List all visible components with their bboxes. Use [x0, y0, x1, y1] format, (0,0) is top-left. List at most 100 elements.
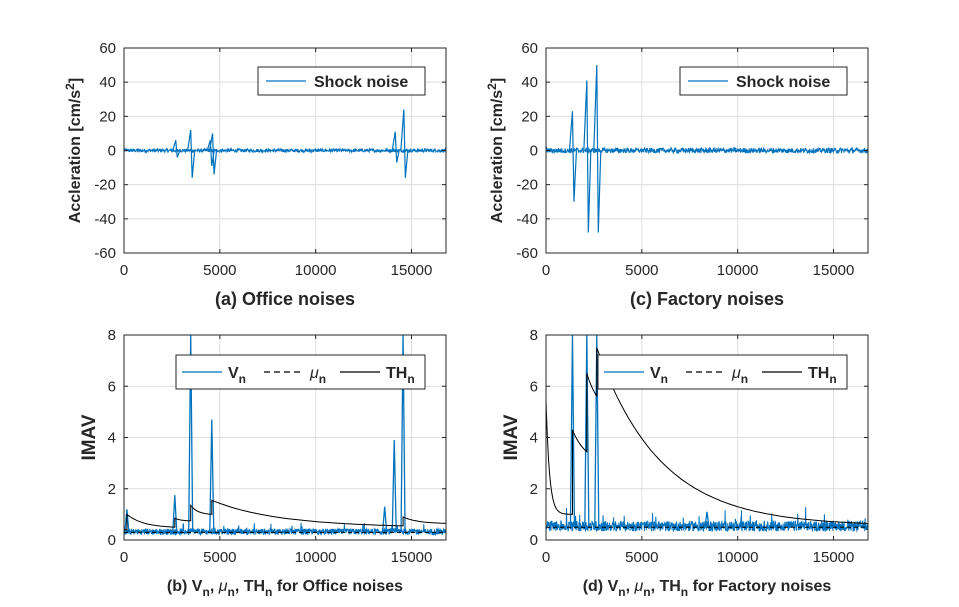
- x-tick-label: 15000: [391, 262, 433, 279]
- caption-sub: n: [618, 585, 625, 599]
- y-axis-label: IMAV: [79, 414, 100, 460]
- data-layer: [124, 335, 446, 537]
- v-spike: [209, 419, 215, 533]
- caption-text: (b) V: [167, 578, 203, 595]
- x-tick-label: 5000: [203, 549, 236, 566]
- y-tick-label: 8: [108, 327, 116, 344]
- y-tick-label: 60: [521, 40, 538, 57]
- y-tick-label: 4: [530, 430, 538, 447]
- x-tick-label: 0: [120, 549, 128, 566]
- data-layer: [546, 335, 868, 533]
- panel-office-acceleration: 0 5000 10000 15000 -60 -40 -20 0 20 40 60 Acclerati…: [63, 40, 447, 309]
- legend-label: Shock noise: [314, 74, 408, 91]
- v-spike: [400, 335, 406, 533]
- y-tick-label: -60: [516, 245, 538, 262]
- caption-sub: n: [265, 585, 272, 599]
- x-tick-label: 10000: [295, 262, 337, 279]
- y-tick-label: 6: [108, 378, 116, 395]
- legend-label: THn: [808, 365, 837, 386]
- legend-label-text: TH: [386, 365, 407, 382]
- y-tick-label: 0: [530, 143, 538, 160]
- shock-spike: [187, 129, 196, 178]
- y-axis-label-sup: 2: [485, 83, 499, 90]
- legend-box: [679, 66, 848, 96]
- shock-spike: [400, 109, 409, 178]
- y-tick-label: 8: [530, 327, 538, 344]
- caption-sub: n: [227, 585, 234, 599]
- caption-sub: n: [643, 585, 650, 599]
- shock-spike: [172, 140, 181, 158]
- caption-text: (a) Office noises: [215, 289, 355, 309]
- y-tick-label: -20: [516, 177, 538, 194]
- y-tick-label: 60: [99, 40, 116, 57]
- caption-sub: n: [681, 585, 688, 599]
- legend-label-sub: n: [741, 372, 748, 386]
- caption-text: (c) Factory noises: [630, 289, 784, 309]
- x-tick-label: 5000: [625, 549, 658, 566]
- y-axis-label-sup: 2: [63, 83, 77, 90]
- legend-label: Shock noise: [736, 74, 830, 91]
- series-shock-noise-line: [546, 146, 868, 155]
- y-tick-label: 0: [108, 143, 116, 160]
- v-spike: [188, 335, 194, 533]
- caption-mu: μ: [633, 578, 643, 595]
- y-tick-label: 4: [108, 430, 116, 447]
- v-spike: [704, 511, 710, 528]
- panel-factory-acceleration: 0 5000 10000 15000 -60 -40 -20 0 20 40 60 Acclerati…: [485, 40, 869, 309]
- shock-spike: [583, 80, 592, 233]
- y-tick-label: 20: [521, 108, 538, 125]
- x-tick-label: 5000: [625, 262, 658, 279]
- shock-spike: [391, 131, 400, 163]
- y-axis-label: Accleration [cm/s2]: [485, 78, 506, 223]
- y-axis-label: IMAV: [501, 414, 522, 460]
- v-spike: [569, 335, 576, 528]
- v-spike: [594, 335, 600, 528]
- y-axis-label-end: ]: [67, 78, 84, 83]
- caption-text: ,: [210, 578, 219, 595]
- v-spike: [584, 335, 590, 528]
- legend-label-sub: n: [407, 372, 414, 386]
- caption-text: for Office noises: [272, 578, 403, 595]
- y-tick-label: -40: [94, 211, 116, 228]
- y-tick-label: 20: [99, 108, 116, 125]
- caption-text: , TH: [651, 578, 681, 595]
- legend-label-sub: n: [829, 372, 836, 386]
- y-tick-label: 40: [521, 74, 538, 91]
- y-tick-label: 0: [530, 532, 538, 549]
- legend: Vn μn THn: [175, 354, 426, 390]
- legend-label-sub: n: [319, 372, 326, 386]
- panel-caption: (d) Vn, μn, THn for Factory noises: [583, 578, 832, 599]
- x-tick-label: 5000: [203, 262, 236, 279]
- data-layer: [546, 65, 868, 233]
- caption-sub: n: [202, 585, 209, 599]
- y-tick-label: -60: [94, 245, 116, 262]
- y-axis-label-text: Accleration [cm/s: [67, 90, 84, 223]
- v-spike: [124, 509, 130, 533]
- x-tick-label: 0: [542, 549, 550, 566]
- shock-spike: [208, 133, 218, 175]
- panel-office-imav: 0 5000 10000 15000 0 2 4 6 8 IMAV (b) Vn, μn, THn …: [79, 327, 447, 599]
- data-layer: [124, 109, 446, 178]
- series-v-line: [546, 507, 868, 533]
- v-spike: [382, 506, 388, 533]
- legend-label-text: μ: [731, 365, 741, 382]
- y-axis-label: Accleration [cm/s2]: [63, 78, 84, 223]
- y-axis-label-text: IMAV: [501, 414, 522, 460]
- legend-label-text: μ: [309, 365, 319, 382]
- panel-caption: (c) Factory noises: [630, 289, 784, 309]
- caption-text: ,: [626, 578, 635, 595]
- legend: Shock noise: [257, 66, 426, 96]
- x-tick-label: 15000: [813, 549, 855, 566]
- y-tick-label: 40: [99, 74, 116, 91]
- legend-label-text: V: [650, 365, 661, 382]
- y-axis-label-text: Accleration [cm/s: [489, 90, 506, 223]
- caption-text: for Factory noises: [688, 578, 831, 595]
- x-tick-label: 10000: [717, 262, 759, 279]
- legend-label: μn: [309, 365, 326, 386]
- legend-label: THn: [386, 365, 415, 386]
- x-tick-label: 15000: [391, 549, 433, 566]
- x-tick-label: 10000: [295, 549, 337, 566]
- legend-label-text: V: [228, 365, 239, 382]
- legend-label-text: TH: [808, 365, 829, 382]
- y-tick-label: 6: [530, 378, 538, 395]
